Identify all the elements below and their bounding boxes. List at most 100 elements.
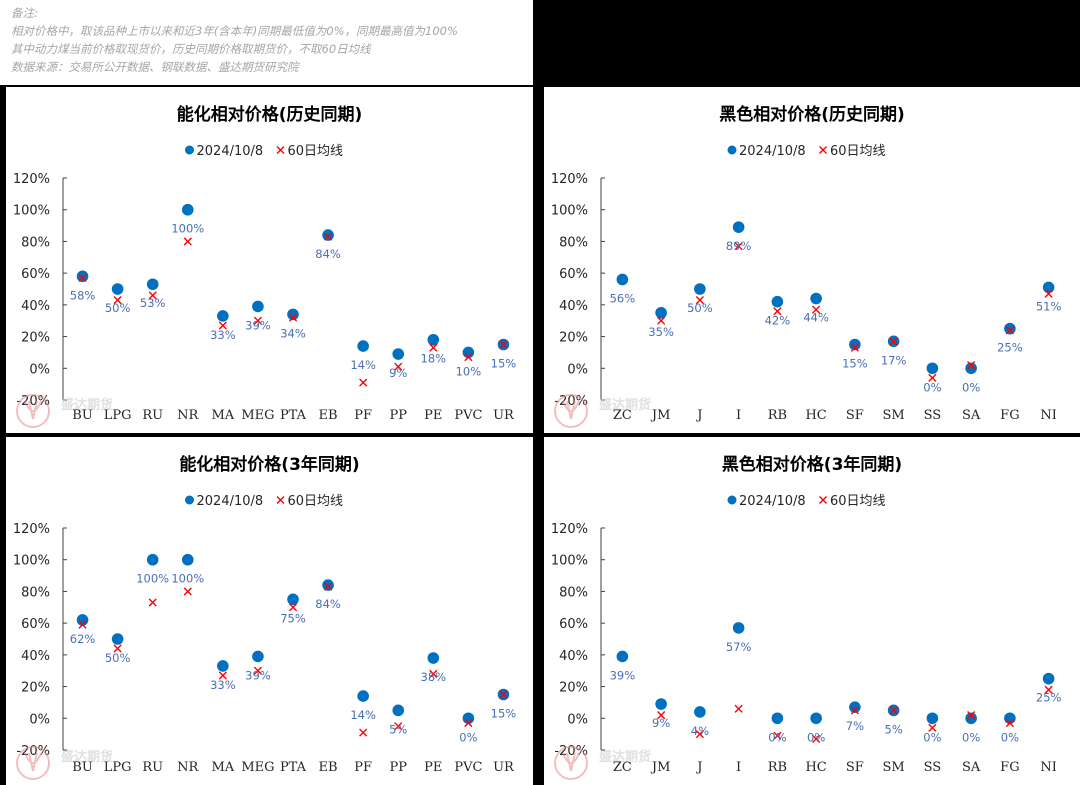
data-labels: 58% 50% 53% 100% 33% 39% 34% 84% 14% 9% 18% 10% 15% bbox=[70, 222, 517, 380]
x-tick-label: RU bbox=[142, 408, 163, 423]
legend-dot-icon bbox=[185, 145, 194, 155]
ma-point bbox=[113, 296, 122, 305]
y-tick-label: 80% bbox=[559, 585, 588, 600]
y-tick-label: 60% bbox=[559, 267, 588, 282]
data-label: 0% bbox=[1001, 730, 1019, 744]
ma-point bbox=[773, 307, 782, 316]
y-axis: 120%100%80%60%40%20%0%-20% bbox=[13, 172, 67, 409]
data-label: 0% bbox=[962, 730, 980, 744]
data-point bbox=[1004, 712, 1016, 725]
chart-svg: 能化相对价格(3年同期) 2024/10/8 60日均线 120% 100% 80% 60%… bbox=[13, 454, 516, 780]
series-current bbox=[616, 221, 1055, 375]
series-current bbox=[616, 622, 1055, 725]
data-label: 14% bbox=[350, 358, 376, 372]
data-labels: 56% 35% 50% 89% 42% 44% 15% 17% 0% 0% 25% 51% bbox=[610, 239, 1062, 394]
y-tick-label: 80% bbox=[21, 235, 50, 250]
y-tick-label: 120% bbox=[551, 522, 588, 537]
x-tick-label: PTA bbox=[280, 408, 307, 423]
y-tick-label: 120% bbox=[13, 172, 50, 187]
data-label: 15% bbox=[491, 357, 517, 371]
data-label: 44% bbox=[803, 311, 829, 325]
watermark-logo: 盛达期货 bbox=[16, 394, 113, 428]
data-label: 84% bbox=[315, 597, 341, 611]
data-point bbox=[76, 614, 89, 626]
data-point bbox=[146, 278, 159, 291]
legend-label: 60日均线 bbox=[830, 494, 886, 509]
data-label: 89% bbox=[726, 239, 752, 253]
data-point bbox=[694, 706, 706, 718]
chart-black-hist: 黑色相对价格(历史同期) 2024/10/8 60日均线 120% 100% 80% 60%… bbox=[544, 87, 1080, 433]
x-tick-label: SS bbox=[924, 408, 942, 423]
data-point bbox=[965, 362, 977, 375]
data-point bbox=[616, 273, 629, 286]
data-label: 58% bbox=[70, 288, 96, 302]
x-tick-label: I bbox=[736, 760, 741, 775]
x-tick-label: NI bbox=[1040, 760, 1057, 775]
x-tick-label: ZC bbox=[613, 760, 632, 775]
data-label: 100% bbox=[136, 572, 169, 586]
legend-dot-icon bbox=[727, 145, 737, 155]
x-tick-label: MEG bbox=[241, 760, 274, 775]
y-tick-label: 80% bbox=[559, 235, 588, 250]
x-tick-label: EB bbox=[319, 760, 338, 775]
legend-label: 2024/10/8 bbox=[197, 144, 264, 159]
ma-point bbox=[657, 316, 666, 325]
ma-point bbox=[1005, 326, 1014, 335]
chart-svg: 黑色相对价格(3年同期) 2024/10/8 60日均线 120% 100% 80% 60%… bbox=[551, 454, 1062, 780]
data-label: 9% bbox=[652, 716, 670, 730]
data-point bbox=[810, 292, 822, 305]
legend-dot-icon bbox=[727, 495, 737, 505]
chart-energy-3y: 能化相对价格(3年同期) 2024/10/8 60日均线 120% 100% 80% 60%… bbox=[6, 437, 533, 785]
y-tick-label: 60% bbox=[21, 267, 50, 282]
ma-point bbox=[1005, 718, 1014, 728]
notes-line: 相对价格中，取该品种上市以来和近3年(含本年)同期最低值为0%，同期最高值为10… bbox=[11, 24, 458, 38]
x-tick-label: SM bbox=[883, 760, 905, 775]
x-tick-label: SA bbox=[962, 408, 981, 423]
chart-svg: 能化相对价格(历史同期) 2024/10/8 60日均线 120% 100% 80% 60%… bbox=[13, 104, 517, 428]
data-point bbox=[616, 650, 629, 663]
ma-point bbox=[657, 711, 666, 720]
x-tick-label: J bbox=[695, 408, 702, 423]
chart-energy-hist: 能化相对价格(历史同期) 2024/10/8 60日均线 120% 100% 80% 60%… bbox=[6, 87, 533, 433]
data-label: 0% bbox=[923, 730, 941, 744]
y-tick-label: 40% bbox=[559, 299, 588, 314]
data-point bbox=[322, 579, 334, 591]
data-label: 33% bbox=[210, 678, 236, 692]
data-label: 50% bbox=[687, 301, 713, 315]
data-label: 5% bbox=[885, 722, 903, 736]
chart-svg: 黑色相对价格(历史同期) 2024/10/8 60日均线 120% 100% 80% 60%… bbox=[551, 104, 1062, 428]
legend-label: 2024/10/8 bbox=[739, 144, 806, 159]
legend-label: 2024/10/8 bbox=[197, 494, 264, 509]
data-label: 25% bbox=[1036, 691, 1062, 705]
y-tick-label: 20% bbox=[21, 681, 50, 696]
data-point bbox=[427, 333, 440, 346]
data-point bbox=[181, 203, 194, 216]
data-point bbox=[427, 652, 440, 664]
watermark-logo: 盛达期货 bbox=[554, 746, 651, 780]
legend-label: 60日均线 bbox=[288, 494, 344, 509]
y-tick-label: 0% bbox=[29, 712, 50, 727]
data-point bbox=[1042, 281, 1055, 294]
y-tick-label: 20% bbox=[559, 331, 588, 346]
legend-label: 60日均线 bbox=[830, 144, 886, 159]
data-label: 14% bbox=[350, 708, 376, 722]
y-tick-label: 120% bbox=[13, 522, 50, 537]
legend-cross-icon bbox=[276, 496, 285, 504]
legend-cross-icon bbox=[276, 146, 285, 154]
series-ma60 bbox=[78, 582, 508, 737]
x-tick-label: PVC bbox=[454, 760, 482, 775]
ma-point bbox=[850, 706, 859, 715]
data-point bbox=[111, 283, 124, 295]
data-point bbox=[926, 362, 939, 375]
watermark-text: 盛达期货 bbox=[599, 397, 651, 413]
y-tick-label: 60% bbox=[559, 617, 588, 632]
data-point bbox=[462, 712, 475, 725]
legend: 2024/10/8 60日均线 bbox=[727, 144, 886, 159]
data-label: 0% bbox=[962, 380, 980, 394]
ma-point bbox=[967, 361, 976, 370]
ma-point bbox=[773, 731, 782, 740]
x-tick-label: MEG bbox=[241, 408, 274, 423]
notes-line: 备注: bbox=[11, 6, 38, 20]
data-label: 5% bbox=[389, 722, 407, 736]
data-label: 7% bbox=[846, 719, 864, 733]
